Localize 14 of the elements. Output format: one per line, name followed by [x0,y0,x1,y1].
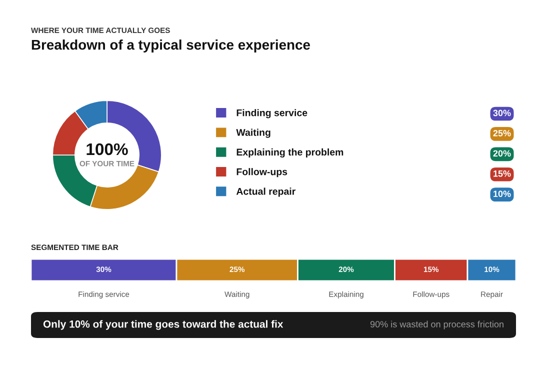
data-label: 10% [494,190,511,198]
data-label: 25% [493,130,511,136]
text: 90% is wasted on process friction [370,320,504,330]
data-label: 15% [494,170,511,177]
legend-label: Actual repair [236,188,296,197]
data-label: 30% [493,110,511,116]
legend-label: Finding service [236,109,308,118]
text: 100% [86,143,128,156]
legend-label: Explaining the problem [236,148,344,158]
text: Only 10% of your time goes toward the actual fix [43,320,284,330]
legend-label: Waiting [236,128,270,138]
data-label: 20% [493,150,511,157]
chart-title: Breakdown of a typical service experience [32,40,310,52]
legend-label: Follow-ups [236,168,288,178]
